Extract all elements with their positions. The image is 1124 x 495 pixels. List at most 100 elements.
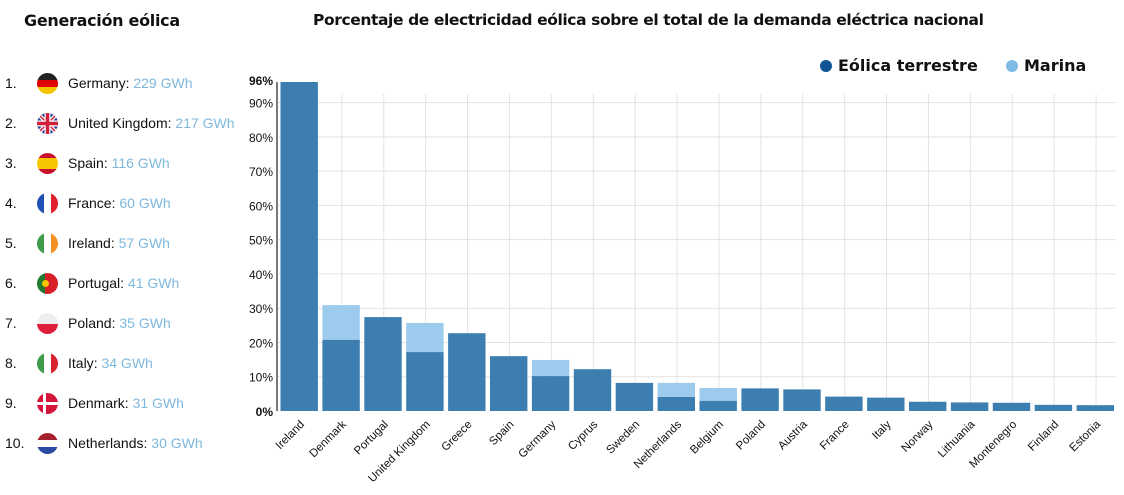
rank-number: 10. bbox=[5, 435, 25, 451]
generation-value: 60 GWh bbox=[119, 195, 171, 211]
legend-label-offshore: Marina bbox=[1024, 56, 1087, 75]
country-name: Spain bbox=[68, 155, 104, 171]
germany-flag-icon bbox=[37, 73, 58, 94]
y-tick-label: 20% bbox=[249, 336, 273, 350]
generation-value: 35 GWh bbox=[119, 315, 171, 331]
rank-number: 9. bbox=[5, 395, 17, 411]
x-tick-label: Poland bbox=[734, 419, 768, 453]
generation-value: 116 GWh bbox=[111, 155, 170, 171]
ranking-item: 7. Poland: 35 GWh bbox=[0, 303, 250, 343]
x-tick-label: Germany bbox=[517, 418, 559, 460]
generation-value: 30 GWh bbox=[151, 435, 203, 451]
legend-item-offshore[interactable]: Marina bbox=[1006, 56, 1086, 75]
y-tick-label: 40% bbox=[249, 268, 273, 282]
rank-number: 7. bbox=[5, 315, 17, 331]
y-tick-label: 10% bbox=[249, 371, 273, 385]
bar-offshore bbox=[657, 382, 695, 397]
generation-value: 31 GWh bbox=[132, 395, 184, 411]
rank-number: 8. bbox=[5, 355, 17, 371]
x-tick-label: Denmark bbox=[307, 418, 349, 460]
y-tick-label: 96% bbox=[249, 74, 273, 88]
spain-flag-icon bbox=[37, 153, 58, 174]
x-tick-label: Belgium bbox=[688, 419, 726, 457]
country-name: Netherlands bbox=[68, 435, 144, 451]
x-tick-label: Ireland bbox=[274, 419, 307, 452]
rank-number: 6. bbox=[5, 275, 17, 291]
rank-label: Germany: 229 GWh bbox=[68, 75, 193, 91]
ranking-item: 3. Spain: 116 GWh bbox=[0, 143, 250, 183]
bar-onshore bbox=[531, 376, 570, 411]
x-tick-label: Sweden bbox=[604, 419, 642, 457]
legend-dot-onshore-icon bbox=[820, 60, 832, 72]
bar-onshore bbox=[406, 352, 444, 411]
ranking-item: 5. Ireland: 57 GWh bbox=[0, 223, 250, 263]
rank-label: Denmark: 31 GWh bbox=[68, 395, 184, 411]
y-tick-label: 90% bbox=[249, 97, 273, 111]
x-tick-label: Italy bbox=[870, 418, 894, 442]
bar-onshore bbox=[573, 369, 612, 411]
rank-number: 4. bbox=[5, 195, 17, 211]
country-name: Italy bbox=[68, 355, 94, 371]
bar-offshore bbox=[531, 359, 570, 377]
bar-offshore bbox=[406, 322, 444, 353]
y-tick-label: 60% bbox=[249, 199, 273, 213]
poland-flag-icon bbox=[37, 313, 58, 334]
y-tick-label: 30% bbox=[249, 302, 273, 316]
france-flag-icon bbox=[37, 193, 58, 214]
rank-number: 1. bbox=[5, 75, 17, 91]
y-tick-label: 80% bbox=[249, 131, 273, 145]
y-tick-label: 0% bbox=[256, 405, 274, 419]
bar-onshore bbox=[490, 356, 528, 411]
x-tick-label: Finland bbox=[1026, 419, 1061, 454]
rank-number: 3. bbox=[5, 155, 17, 171]
sidebar-title: Generación eólica bbox=[24, 11, 180, 30]
rank-label: France: 60 GWh bbox=[68, 195, 171, 211]
country-name: Portugal bbox=[68, 275, 121, 291]
rank-label: Portugal: 41 GWh bbox=[68, 275, 180, 291]
generation-value: 229 GWh bbox=[133, 75, 193, 91]
ireland-flag-icon bbox=[37, 233, 58, 254]
bar-offshore bbox=[322, 305, 360, 340]
generation-value: 217 GWh bbox=[175, 115, 235, 131]
ranking-item: 6. Portugal: 41 GWh bbox=[0, 263, 250, 303]
legend-item-onshore[interactable]: Eólica terrestre bbox=[820, 56, 978, 75]
ranking-item: 10. Netherlands: 30 GWh bbox=[0, 423, 250, 463]
bar-onshore bbox=[992, 402, 1031, 411]
x-tick-label: Norway bbox=[900, 418, 936, 454]
ranking-item: 1. Germany: 229 GWh bbox=[0, 63, 250, 103]
bar-onshore bbox=[280, 82, 318, 411]
bar-onshore bbox=[825, 396, 863, 411]
legend-label-onshore: Eólica terrestre bbox=[838, 56, 978, 75]
bar-offshore bbox=[699, 388, 737, 401]
generation-value: 57 GWh bbox=[118, 235, 170, 251]
bar-onshore bbox=[657, 396, 695, 411]
x-tick-label: Spain bbox=[487, 419, 516, 448]
y-tick-label: 70% bbox=[249, 165, 273, 179]
rank-label: Spain: 116 GWh bbox=[68, 155, 170, 171]
rank-label: Ireland: 57 GWh bbox=[68, 235, 170, 251]
italy-flag-icon bbox=[37, 353, 58, 374]
rank-label: United Kingdom: 217 GWh bbox=[68, 115, 235, 131]
bar-onshore bbox=[950, 402, 989, 411]
netherlands-flag-icon bbox=[37, 433, 58, 454]
country-name: Poland bbox=[68, 315, 112, 331]
rank-number: 2. bbox=[5, 115, 17, 131]
bar-onshore bbox=[741, 388, 779, 411]
country-name: Ireland bbox=[68, 235, 111, 251]
ranking-item: 2. United Kingdom: 217 GWh bbox=[0, 103, 250, 143]
bar-onshore bbox=[1034, 404, 1073, 411]
x-tick-label: Estonia bbox=[1068, 418, 1104, 454]
x-tick-label: Portugal bbox=[352, 419, 391, 458]
y-tick-label: 50% bbox=[249, 234, 273, 248]
country-name: France bbox=[68, 195, 112, 211]
ranking-item: 4. France: 60 GWh bbox=[0, 183, 250, 223]
ranking-item: 8. Italy: 34 GWh bbox=[0, 343, 250, 383]
generation-value: 34 GWh bbox=[101, 355, 153, 371]
rank-label: Netherlands: 30 GWh bbox=[68, 435, 203, 451]
rank-number: 5. bbox=[5, 235, 17, 251]
denmark-flag-icon bbox=[37, 393, 58, 414]
x-tick-label: France bbox=[818, 419, 852, 453]
x-tick-label: Greece bbox=[440, 419, 475, 454]
legend-dot-offshore-icon bbox=[1006, 60, 1018, 72]
